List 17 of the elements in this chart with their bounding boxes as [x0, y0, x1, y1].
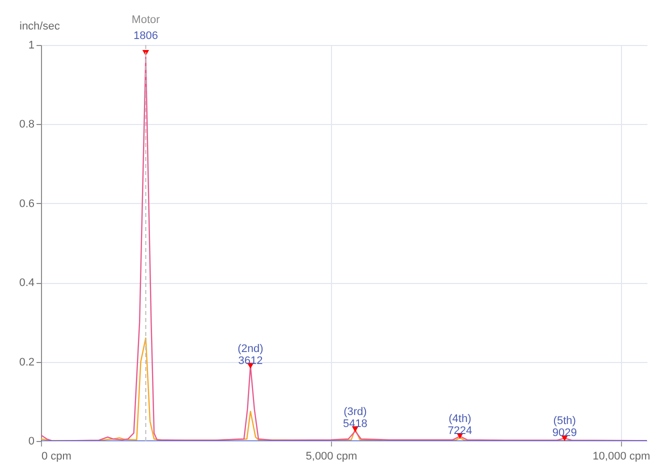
y-tick-label: 0.2: [19, 356, 34, 368]
x-tick-label: 0 cpm: [42, 450, 72, 462]
annotation: (2nd) 3612: [238, 342, 264, 367]
annotation: 1806: [133, 30, 158, 42]
annotation: (4th) 7224: [448, 412, 472, 437]
x-tick-label: 10,000 cpm: [592, 450, 650, 462]
y-axis-title: inch/sec: [20, 20, 60, 32]
y-tick-label: 0.4: [19, 277, 34, 290]
ref-line-label: Motor: [132, 14, 160, 26]
line-series: [41, 56, 647, 441]
y-tick-label: 1: [28, 40, 34, 52]
y-tick-label: 0.6: [19, 198, 34, 210]
annotation: (5th) 9029: [552, 415, 577, 440]
x-tick-label: 5,000 cpm: [306, 450, 358, 462]
y-tick-label: 0.8: [19, 118, 34, 131]
annotation: (3rd) 5418: [342, 406, 368, 430]
y-tick-label: 0: [28, 436, 34, 448]
